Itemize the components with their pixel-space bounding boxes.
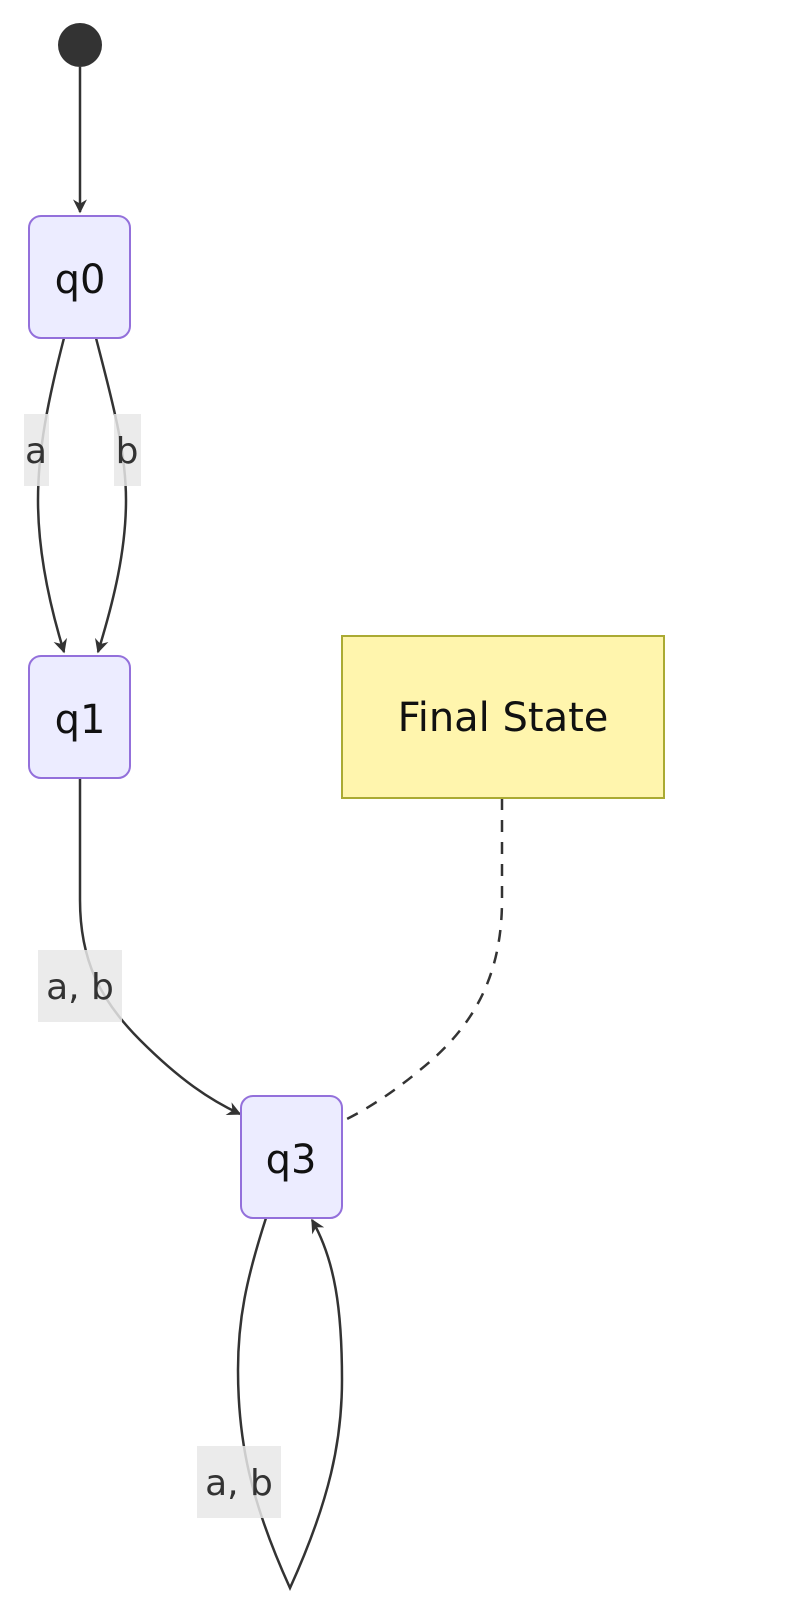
label-q3-q3: a, b <box>197 1446 281 1518</box>
start-state-icon <box>58 23 102 67</box>
label-q1-q3: a, b <box>38 950 122 1022</box>
state-q0[interactable]: q0 <box>28 215 131 339</box>
transition-q3-q3 <box>236 1217 344 1592</box>
svg-text:a, b: a, b <box>46 967 114 1008</box>
svg-text:a, b: a, b <box>205 1463 273 1504</box>
note-text: Final State <box>398 695 609 741</box>
state-q0-label: q0 <box>55 257 106 303</box>
state-q1-label: q1 <box>55 697 106 743</box>
transition-q0-q1-a <box>36 337 67 654</box>
label-q0-q1-a: a <box>24 414 49 486</box>
transition-q0-q1-b <box>94 337 128 654</box>
state-q3[interactable]: q3 <box>240 1095 343 1219</box>
label-q0-q1-b: b <box>114 414 141 486</box>
final-state-note: Final State <box>341 635 665 799</box>
transition-q1-q3 <box>78 778 242 1116</box>
svg-text:b: b <box>116 431 139 472</box>
state-q1[interactable]: q1 <box>28 655 131 779</box>
state-q3-label: q3 <box>266 1137 317 1183</box>
svg-text:a: a <box>25 431 47 472</box>
note-connector <box>344 798 504 1122</box>
